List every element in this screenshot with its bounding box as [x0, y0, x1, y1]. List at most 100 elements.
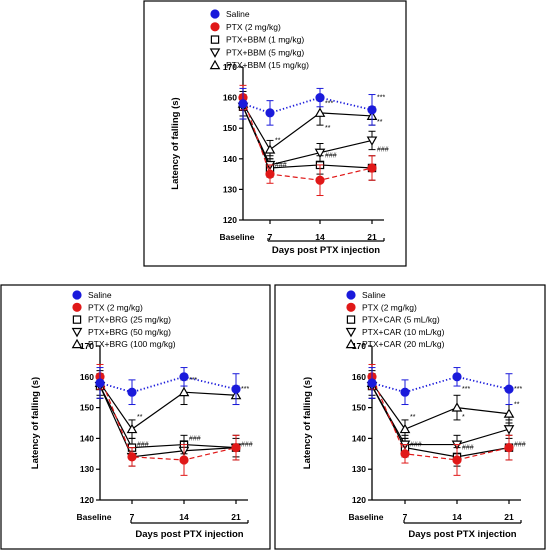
data-point-marker: [400, 387, 410, 397]
chart-panel-brg: 120 130 140 150 160 170 Latency of falling (s)…: [30, 290, 253, 540]
x-tick-label: 14: [315, 232, 325, 242]
series-line: [371, 375, 510, 394]
legend-label: PTX (2 mg/kg): [88, 302, 143, 312]
x-tick-label: 21: [504, 512, 514, 522]
legend-label: Saline: [362, 290, 386, 300]
legend-label: PTX+BBM (5 mg/kg): [226, 47, 304, 57]
data-point-marker: [367, 163, 377, 173]
legend-label: PTX+CAR (5 mL/kg): [362, 315, 440, 325]
x-axis-label: Days post PTX injection: [408, 529, 516, 540]
legend-marker: [210, 9, 220, 19]
data-point-marker: [367, 378, 377, 388]
chart-panel-bbm: 120 130 140 150 160 170 Latency of falling (s)…: [170, 9, 389, 256]
y-tick-label: 120: [223, 215, 237, 225]
series-line: [99, 385, 237, 449]
significance-label: ###: [137, 442, 149, 449]
y-tick-label: 160: [223, 93, 237, 103]
x-axis-label: Days post PTX injection: [272, 245, 380, 256]
y-tick-label: 150: [80, 403, 94, 413]
legend-marker: [71, 338, 83, 349]
legend-marker: [345, 327, 357, 338]
data-point-marker: [400, 449, 410, 459]
legend-marker: [209, 48, 221, 58]
series-saline: [95, 367, 241, 406]
legend-label: PTX+BBM (1 mg/kg): [226, 35, 304, 45]
y-tick-label: 150: [352, 403, 366, 413]
series-ptx-bbm-5-mg-kg: [237, 94, 378, 175]
data-point-marker: [314, 148, 326, 159]
data-point-marker: [127, 452, 137, 462]
data-point-marker: [179, 372, 189, 382]
legend-marker: [345, 338, 357, 349]
y-tick-label: 120: [352, 495, 366, 505]
significance-label: ###: [275, 162, 287, 169]
x-tick-label: 7: [268, 232, 273, 242]
series-line: [242, 97, 373, 181]
series-line: [371, 382, 510, 430]
y-axis-label: Latency of falling (s): [302, 377, 313, 469]
significance-label: ###: [514, 442, 526, 449]
series-ptx-brg-25-mg-kg: [95, 373, 241, 461]
y-tick-label: 130: [352, 464, 366, 474]
data-point-marker: [504, 443, 514, 453]
data-point-marker: [179, 455, 189, 465]
legend-marker: [210, 22, 220, 32]
y-tick-label: 120: [80, 495, 94, 505]
legend-label: PTX+CAR (20 mL/kg): [362, 339, 445, 349]
x-tick-label: Baseline: [349, 512, 384, 522]
y-tick-label: 130: [223, 184, 237, 194]
significance-label: **: [377, 119, 383, 126]
data-point-marker: [451, 402, 463, 412]
y-tick-label: 170: [223, 62, 237, 72]
x-tick-label: 7: [403, 512, 408, 522]
significance-label: **: [514, 402, 520, 409]
y-tick-label: 170: [80, 341, 94, 351]
chart-panel-car: 120 130 140 150 160 170 Latency of falling (s)…: [302, 290, 526, 540]
data-point-marker: [452, 455, 462, 465]
legend-marker: [346, 315, 356, 324]
significance-label: **: [410, 414, 416, 421]
significance-label: ###: [325, 153, 337, 160]
x-tick-label: Baseline: [220, 232, 255, 242]
significance-label: ###: [241, 442, 253, 449]
data-point-marker: [178, 386, 190, 397]
x-tick-label: 21: [231, 512, 241, 522]
data-point-marker: [315, 93, 325, 103]
data-point-marker: [367, 105, 377, 115]
y-tick-label: 160: [80, 372, 94, 382]
significance-label: ###: [189, 435, 201, 442]
legend-marker: [346, 290, 356, 300]
data-point-marker: [231, 443, 241, 453]
series-line: [99, 385, 237, 458]
data-point-marker: [315, 175, 325, 185]
data-point-marker: [238, 99, 248, 109]
legend-label: Saline: [226, 9, 250, 19]
series-saline: [238, 87, 377, 126]
legend-label: Saline: [88, 290, 112, 300]
x-tick-label: 21: [367, 232, 377, 242]
y-tick-label: 140: [80, 433, 94, 443]
significance-label: ***: [241, 386, 249, 393]
series-line: [99, 376, 237, 461]
series-line: [371, 376, 510, 461]
y-tick-label: 170: [352, 341, 366, 351]
x-tick-label: 14: [452, 512, 462, 522]
y-tick-label: 140: [223, 154, 237, 164]
data-point-marker: [314, 107, 326, 117]
significance-label: **: [275, 137, 281, 144]
panel-border-bottom-left: [0, 284, 271, 550]
panel-border-bottom-right: [274, 284, 546, 550]
data-point-marker: [231, 384, 241, 394]
data-point-marker: [399, 423, 411, 434]
significance-label: ***: [377, 95, 385, 102]
data-point-marker: [503, 408, 515, 418]
x-tick-label: 7: [130, 512, 135, 522]
data-point-marker: [95, 378, 105, 388]
data-point-marker: [127, 387, 137, 397]
legend-marker: [346, 302, 356, 312]
legend-label: PTX (2 mg/kg): [362, 302, 417, 312]
data-point-marker: [264, 144, 276, 154]
significance-label: **: [325, 125, 331, 132]
legend-marker: [72, 302, 82, 312]
